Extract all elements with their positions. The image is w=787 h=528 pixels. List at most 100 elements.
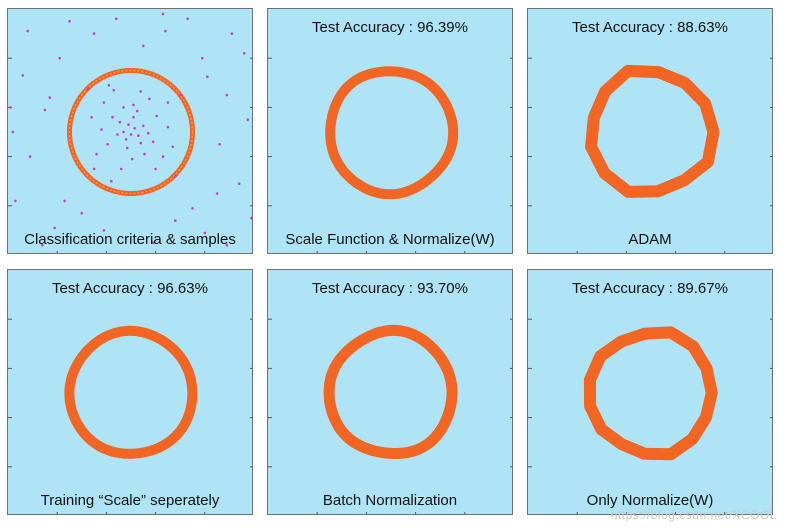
panel-caption: Scale Function & Normalize(W) — [285, 231, 495, 248]
sample-point — [178, 93, 182, 97]
sample-point — [11, 130, 15, 134]
sample-point — [112, 88, 116, 92]
plot-adam — [528, 57, 772, 253]
sample-point — [230, 32, 234, 35]
plot-only-normalize — [528, 318, 772, 514]
sample-point — [86, 87, 90, 91]
panel-scale-function-normalize: Test Accuracy : 96.39% Scale Function & … — [267, 8, 513, 254]
sample-point — [9, 106, 12, 109]
sample-point — [166, 125, 170, 129]
sample-point — [14, 199, 17, 203]
sample-point — [100, 128, 103, 131]
sample-point — [155, 114, 159, 118]
sample-point — [143, 152, 146, 156]
sample-point — [63, 199, 66, 203]
sample-point — [48, 96, 52, 99]
sample-point — [26, 29, 30, 33]
decision-boundary — [64, 325, 198, 459]
accuracy-label: Test Accuracy : 93.70% — [312, 280, 468, 297]
accuracy-label: Test Accuracy : 96.63% — [52, 280, 208, 297]
sample-point — [43, 108, 47, 112]
sample-point — [148, 97, 151, 101]
sample-point — [201, 56, 204, 60]
sample-point — [58, 56, 61, 60]
panel-caption: Classification criteria & samples — [24, 231, 236, 248]
sample-point — [114, 17, 118, 21]
sample-point — [110, 179, 113, 183]
panel-samples: Classification criteria & samples — [7, 8, 253, 254]
sample-point — [225, 243, 229, 247]
sample-point — [171, 145, 175, 149]
panel-caption: Training “Scale” seperately — [40, 492, 220, 509]
sample-point — [137, 134, 140, 137]
sample-point — [206, 75, 209, 78]
sample-point — [132, 103, 135, 107]
sample-point — [203, 231, 207, 235]
sample-point — [122, 130, 125, 134]
sample-point — [95, 152, 98, 156]
sample-point — [246, 118, 250, 121]
watermark: https://blog.csdn.net/XCOOL — [610, 508, 777, 522]
sample-point — [68, 20, 71, 23]
sample-point — [142, 124, 145, 128]
sample-point — [237, 182, 241, 185]
accuracy-label: Test Accuracy : 96.39% — [312, 19, 468, 36]
sample-point — [106, 143, 109, 146]
sample-point — [41, 243, 44, 247]
sample-point — [132, 115, 135, 119]
sample-point — [53, 226, 56, 230]
sample-point — [28, 155, 32, 158]
plot-scale-function-normalize — [268, 57, 512, 253]
sample-point — [122, 106, 125, 109]
sample-point — [133, 127, 136, 130]
sample-point — [90, 115, 93, 119]
sample-point — [242, 52, 246, 55]
sample-point — [135, 109, 139, 113]
sample-point — [139, 90, 143, 93]
sample-point — [80, 211, 84, 215]
sample-point — [154, 167, 157, 171]
sample-point — [107, 84, 111, 87]
panel-caption: ADAM — [628, 231, 672, 248]
sample-point — [146, 131, 150, 135]
sample-point — [161, 12, 165, 16]
plot-samples — [8, 12, 252, 253]
sample-point — [119, 167, 123, 171]
sample-point — [164, 29, 167, 33]
sample-point — [124, 138, 128, 141]
decision-boundary — [325, 66, 459, 200]
sample-point — [142, 44, 145, 48]
decision-boundary — [323, 324, 458, 459]
sample-point — [166, 101, 170, 104]
sample-point — [191, 207, 194, 210]
sample-point — [225, 93, 229, 97]
sample-point — [21, 74, 25, 77]
panel-batch-normalization: Test Accuracy : 93.70% Batch Normalizati… — [267, 269, 513, 515]
sample-point — [102, 101, 106, 104]
sample-point — [151, 241, 155, 244]
sample-point — [139, 141, 143, 145]
decision-boundary — [585, 64, 720, 198]
decision-boundary — [583, 326, 718, 461]
sample-point — [126, 146, 129, 150]
panel-only-normalize: Test Accuracy : 89.67% Only Normalize(W) — [527, 269, 773, 515]
sample-point — [118, 120, 122, 124]
sample-point — [116, 133, 119, 136]
sample-point — [186, 17, 189, 21]
sample-point — [218, 143, 221, 146]
panel-training-scale: Test Accuracy : 96.63% Training “Scale” … — [7, 269, 253, 515]
sample-point — [102, 229, 106, 232]
decision-boundary-ring — [68, 69, 194, 195]
sample-point — [130, 157, 134, 161]
sample-point — [174, 219, 177, 222]
sample-point — [111, 115, 114, 119]
sample-point — [127, 123, 130, 126]
sample-point — [92, 32, 96, 35]
plot-training-scale — [8, 318, 252, 514]
accuracy-label: Test Accuracy : 88.63% — [572, 19, 728, 36]
sample-point — [250, 216, 252, 220]
sample-point — [151, 140, 155, 144]
plot-batch-normalization — [268, 318, 512, 514]
panel-adam: Test Accuracy : 88.63% ADAM — [527, 8, 773, 254]
sample-point — [174, 175, 177, 178]
